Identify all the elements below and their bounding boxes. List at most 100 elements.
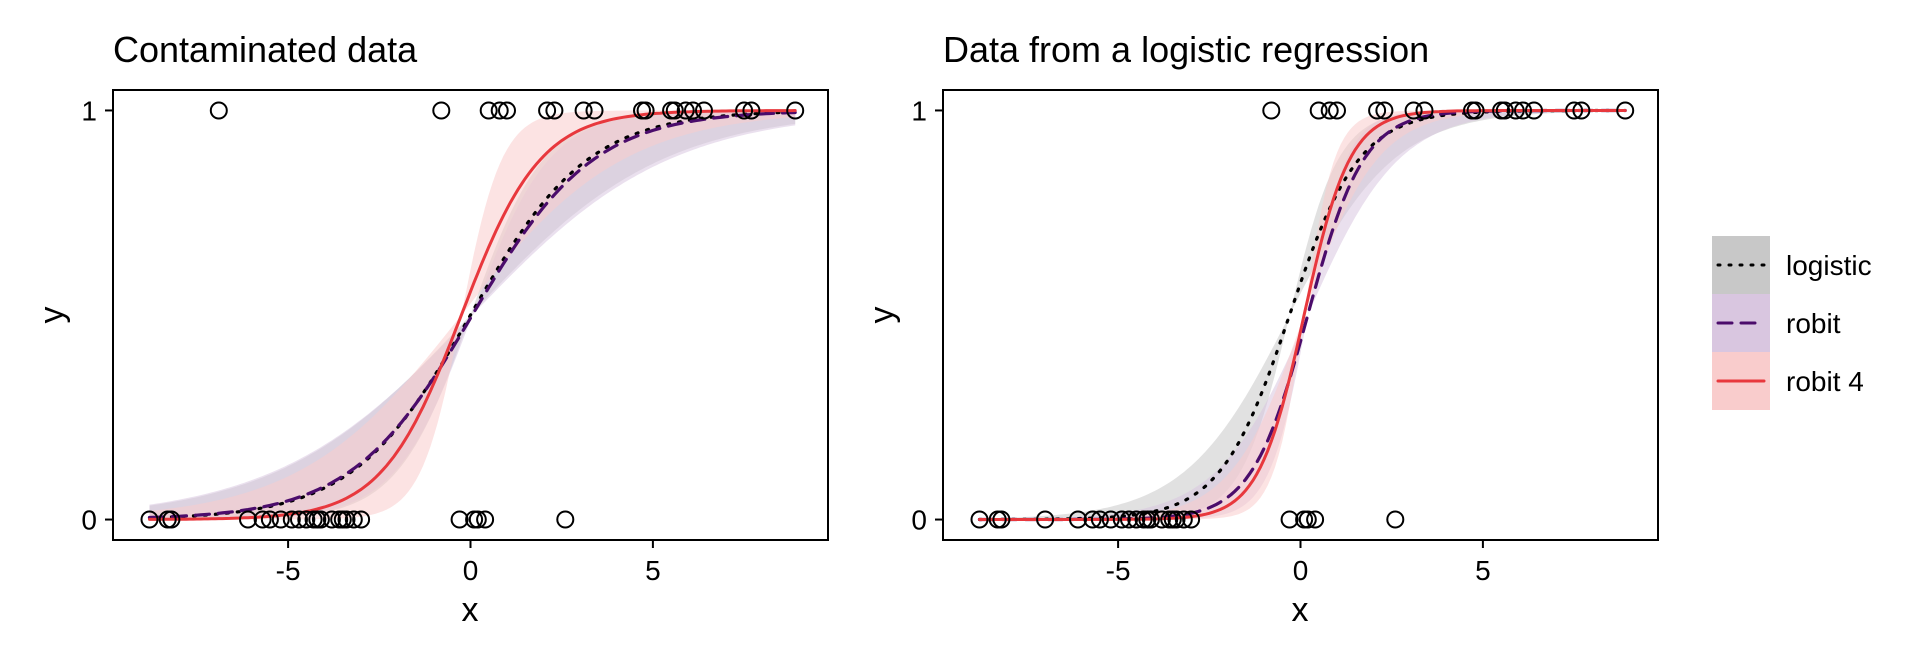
data-point [1174,510,1193,529]
data-point [1616,101,1635,120]
data-point [1141,510,1160,529]
data-point [1320,101,1339,120]
data-point [253,510,272,529]
data-point [432,101,451,120]
data-point [970,510,989,529]
x-axis-title: x [1292,591,1309,629]
panel-contaminated-data: Contaminated data -5 0 5 01 x y [33,29,829,629]
x-axis-ticks: -5 0 5 [1106,540,1491,586]
line-robit-4 [978,109,1627,521]
y-axis-ticks: 01 [81,95,113,536]
data-point [209,101,228,120]
data-point [1127,510,1146,529]
legend: logistic robit robit 4 [1712,236,1872,410]
band-robit [979,110,1626,520]
data-point [297,510,316,529]
data-point [1069,510,1087,529]
data-point [992,510,1011,529]
x-tick-label: 0 [1293,555,1309,586]
chart-title: Contaminated data [113,29,418,70]
data-point [1495,101,1514,120]
data-point [1506,101,1525,120]
data-point [1152,510,1171,529]
data-point [1306,510,1325,529]
data-point [479,101,498,120]
data-point [1101,510,1120,529]
data-point [260,510,279,529]
x-tick-label: 5 [645,555,661,586]
panel-logistic-regression-data: Data from a logistic regression -5 0 5 01 … [863,29,1659,629]
band-logistic [979,110,1626,520]
data-point [476,510,495,529]
data-point [311,510,330,529]
data-point [490,101,509,120]
y-axis-ticks: 01 [911,95,943,536]
data-point [574,101,593,120]
y-tick-label: 1 [911,95,927,126]
data-point [585,101,604,120]
plot-frame [942,89,1659,541]
x-tick-label: 0 [463,555,479,586]
band-robit-4 [979,110,1626,520]
data-point [1386,510,1405,529]
fitted-curves [147,109,797,521]
data-point [498,101,516,120]
data-point [1415,101,1434,120]
data-points [140,101,805,529]
data-point [1298,510,1317,529]
data-point [695,101,713,120]
data-point [290,510,308,529]
data-point [1167,510,1186,529]
confidence-bands [149,110,796,520]
data-points [970,101,1635,529]
y-tick-label: 1 [81,95,97,126]
line-robit [977,108,1627,522]
legend-label: robit 4 [1786,366,1864,397]
data-point [162,510,181,529]
x-tick-label: -5 [276,555,301,586]
data-point [468,510,487,529]
data-point [1514,101,1532,120]
data-point [735,101,754,120]
data-point [1036,510,1055,529]
fitted-curves [977,108,1627,522]
data-point [742,101,761,120]
x-tick-label: -5 [1106,555,1131,586]
data-point [322,510,341,529]
legend-label: logistic [1786,250,1872,281]
data-point [1525,101,1543,120]
data-point [1182,510,1201,529]
chart-title: Data from a logistic regression [943,29,1429,70]
data-point [450,510,469,529]
data-point [1328,101,1346,120]
data-point [271,510,290,529]
data-point [665,101,684,120]
data-point [1309,101,1328,120]
data-point [1120,510,1138,529]
data-point [1368,101,1387,120]
line-logistic [977,108,1627,522]
data-point [556,510,575,529]
data-point [1375,101,1394,120]
data-point [676,101,695,120]
x-axis-ticks: -5 0 5 [276,540,661,586]
y-tick-label: 0 [911,505,927,536]
data-point [352,510,371,529]
x-tick-label: 5 [1475,555,1491,586]
data-point [636,101,655,120]
x-axis-title: x [462,591,479,629]
data-point [1280,510,1299,529]
data-point [1572,101,1591,120]
data-point [239,510,257,529]
y-axis-title: y [863,307,901,324]
data-point [1466,101,1485,120]
band-robit [149,110,796,520]
data-point [1404,101,1423,120]
data-point [140,510,159,529]
data-point [1112,510,1131,529]
data-point [1083,510,1102,529]
line-robit-4 [148,109,797,521]
data-point [344,510,363,529]
data-point [1565,101,1584,120]
